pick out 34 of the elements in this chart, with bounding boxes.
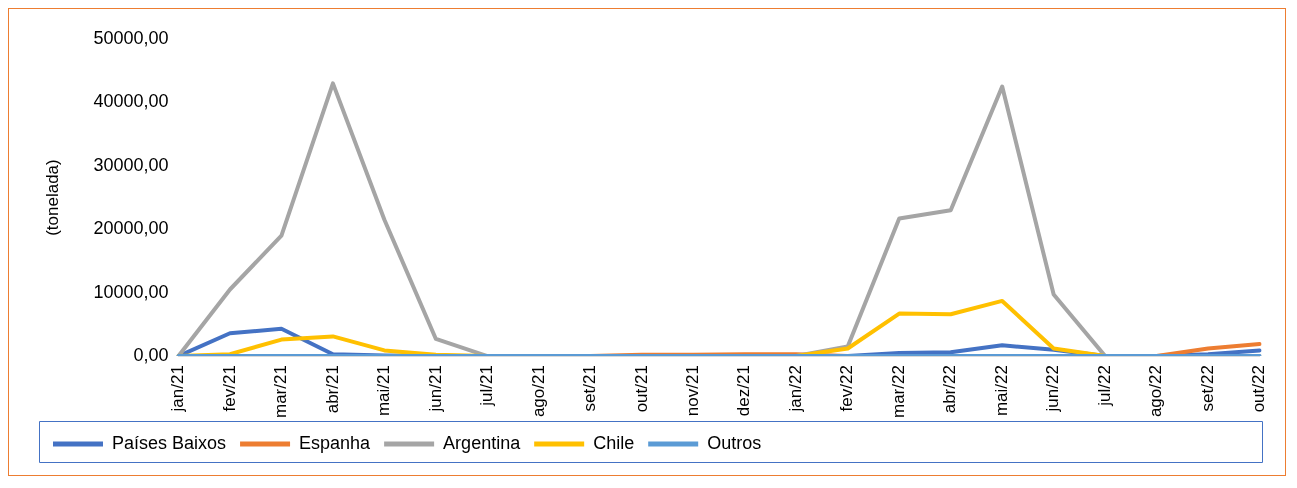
x-tick-label: set/21 <box>580 365 600 412</box>
legend-label: Chile <box>593 432 635 453</box>
legend-label: Espanha <box>299 432 372 453</box>
x-tick-label: ago/21 <box>528 365 548 418</box>
y-tick-label: 30000,00 <box>93 154 169 175</box>
x-tick-label: mai/21 <box>374 365 394 417</box>
x-tick-label: abr/22 <box>940 365 960 414</box>
x-tick-label: jun/21 <box>425 365 445 413</box>
y-tick-label: 50000,00 <box>93 27 169 48</box>
x-tick-label: fev/21 <box>219 365 239 412</box>
y-tick-label: 0,00 <box>133 345 169 366</box>
y-tick-label: 40000,00 <box>93 91 169 112</box>
y-tick-label: 20000,00 <box>93 218 169 239</box>
x-tick-label: mai/22 <box>991 365 1011 417</box>
x-tick-label: jan/22 <box>785 365 805 413</box>
x-tick-label: mar/22 <box>888 365 908 419</box>
x-tick-label: nov/21 <box>682 365 702 417</box>
y-axis-title: (tonelada) <box>42 159 62 236</box>
y-tick-label: 10000,00 <box>93 281 169 302</box>
legend-label: Outros <box>707 432 762 453</box>
legend-label: Países Baixos <box>112 432 227 453</box>
x-tick-label: set/22 <box>1197 365 1217 412</box>
x-tick-label: jan/21 <box>168 365 188 413</box>
x-tick-label: jun/22 <box>1043 365 1063 413</box>
x-tick-label: abr/21 <box>322 365 342 414</box>
x-tick-label: out/22 <box>1249 365 1269 413</box>
x-tick-label: dez/21 <box>734 365 754 417</box>
x-tick-label: jul/22 <box>1094 365 1114 407</box>
legend-label: Argentina <box>443 432 522 453</box>
x-tick-label: fev/22 <box>837 365 857 412</box>
x-tick-label: ago/22 <box>1146 365 1166 418</box>
x-tick-label: jul/21 <box>477 365 497 407</box>
x-tick-label: mar/21 <box>271 365 291 419</box>
x-tick-label: out/21 <box>631 365 651 413</box>
